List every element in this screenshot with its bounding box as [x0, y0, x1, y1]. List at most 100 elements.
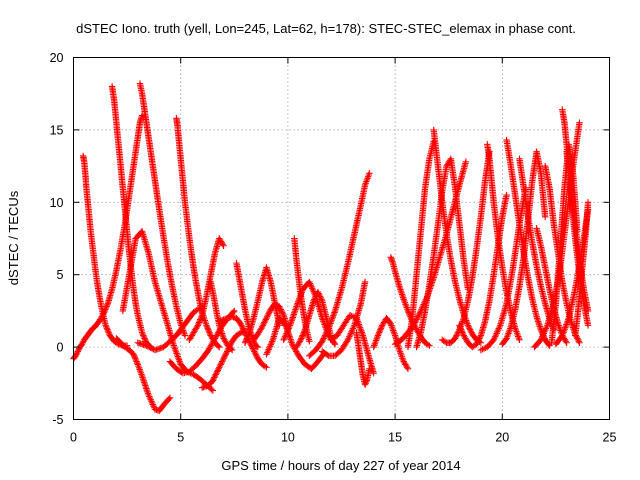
data-point: [138, 329, 146, 336]
data-point: [263, 314, 270, 322]
data-point: [278, 309, 286, 316]
data-point: [221, 354, 228, 361]
data-point: [133, 358, 140, 365]
data-point: [102, 306, 109, 313]
data-point: [263, 313, 271, 320]
data-point: [130, 351, 137, 358]
data-point: [75, 346, 82, 354]
data-point: [241, 339, 249, 346]
data-point: [254, 343, 262, 351]
data-point: [237, 320, 244, 328]
data-point: [238, 322, 245, 329]
data-point: [238, 323, 246, 331]
data-point: [181, 332, 189, 339]
data-series: [280, 278, 339, 348]
data-point: [101, 307, 108, 315]
data-point: [102, 322, 109, 329]
data-point: [204, 325, 211, 332]
data-point: [244, 332, 252, 339]
data-point: [321, 321, 328, 328]
data-point: [236, 330, 243, 337]
data-point: [103, 303, 110, 310]
data-point: [223, 349, 230, 357]
data-point: [210, 375, 217, 383]
y-tick-label: 15: [50, 123, 64, 137]
data-point: [132, 356, 140, 364]
data-point: [132, 355, 139, 362]
data-point: [172, 347, 179, 354]
data-point: [259, 322, 267, 329]
y-tick-label: 20: [50, 51, 64, 65]
data-point: [276, 304, 284, 312]
data-point: [193, 323, 201, 331]
data-point: [258, 323, 266, 331]
data-point: [248, 343, 256, 351]
data-point: [243, 336, 250, 344]
data-point: [251, 349, 259, 357]
data-point: [176, 358, 183, 365]
data-point: [258, 325, 265, 332]
data-point: [243, 335, 251, 342]
data-point: [203, 323, 211, 331]
x-tick-label: 10: [281, 431, 295, 445]
data-point: [216, 343, 223, 351]
data-point: [139, 330, 146, 338]
data-point: [213, 369, 220, 377]
data-point: [73, 351, 80, 358]
data-point: [214, 367, 222, 374]
data-point: [171, 345, 179, 352]
data-point: [205, 326, 212, 333]
data-point: [223, 348, 231, 355]
data-point: [206, 329, 213, 336]
y-tick-label: 10: [50, 196, 64, 210]
data-point: [131, 354, 138, 361]
data-point: [143, 342, 150, 349]
data-point: [266, 309, 273, 316]
data-series: [113, 335, 174, 415]
data-series: [136, 80, 189, 339]
data-point: [211, 374, 218, 381]
data-points: [70, 80, 592, 415]
x-tick-label: 15: [388, 431, 402, 445]
data-point: [73, 349, 81, 357]
data-point: [264, 312, 272, 319]
data-series: [134, 303, 206, 354]
data-point: [227, 345, 235, 353]
x-tick-label: 20: [495, 431, 509, 445]
data-point: [209, 387, 217, 394]
data-point: [276, 303, 283, 310]
data-point: [78, 341, 86, 348]
data-point: [166, 394, 174, 401]
data-series: [216, 313, 270, 371]
data-point: [279, 310, 287, 317]
data-point: [216, 362, 224, 370]
data-point: [140, 333, 148, 341]
data-point: [265, 310, 272, 317]
data-point: [239, 325, 247, 332]
data-point: [253, 343, 261, 350]
data-point: [219, 356, 227, 364]
data-point: [134, 359, 141, 367]
data-point: [262, 316, 269, 323]
y-tick-label: -5: [52, 413, 63, 427]
data-point: [212, 371, 219, 378]
x-axis-label: GPS time / hours of day 227 of year 2014: [221, 458, 460, 473]
y-axis-label: dSTEC / TECUs: [6, 190, 21, 285]
data-point: [261, 363, 269, 370]
data-point: [209, 377, 217, 384]
data-point: [293, 303, 300, 310]
data-point: [220, 242, 227, 249]
data-point: [222, 351, 229, 358]
data-point: [263, 364, 270, 371]
data-point: [215, 342, 222, 350]
data-point: [244, 333, 251, 341]
data-point: [216, 364, 223, 371]
data-point: [104, 326, 111, 333]
data-point: [144, 343, 152, 350]
data-point: [219, 241, 226, 248]
data-point: [206, 330, 214, 338]
data-point: [103, 323, 110, 331]
x-tick-label: 25: [603, 431, 617, 445]
data-point: [74, 348, 81, 355]
